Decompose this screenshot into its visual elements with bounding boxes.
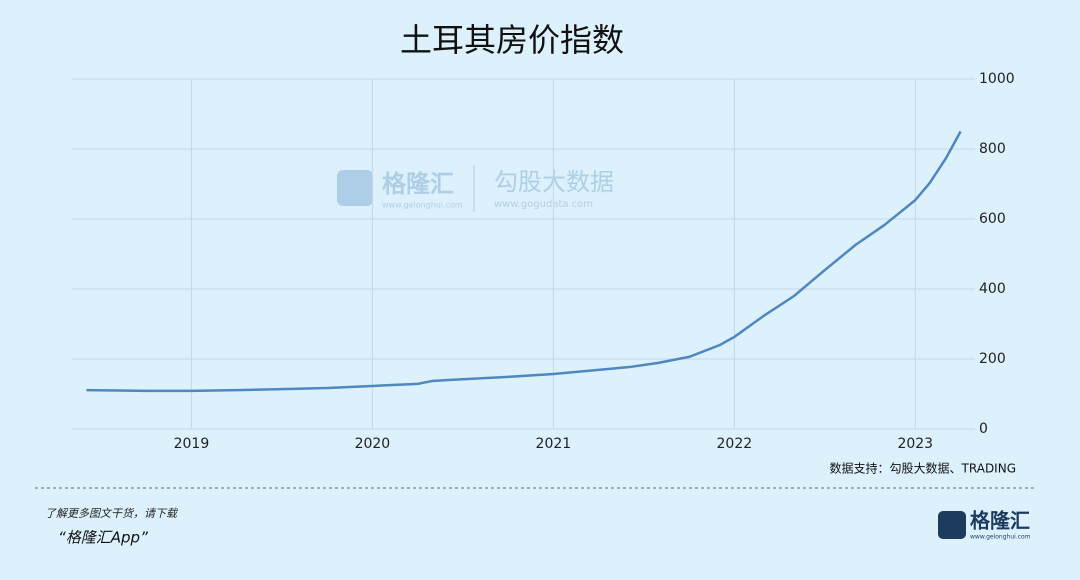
- watermark-partner-url: www.gogudata.com: [494, 199, 593, 210]
- watermark-partner: 勾股大数据: [494, 168, 614, 196]
- x-tick-label: 2023: [897, 436, 933, 452]
- y-tick-label: 600: [979, 211, 1006, 227]
- footer-logo-mark: [938, 511, 966, 539]
- x-tick-label: 2020: [355, 436, 391, 452]
- x-tick-label: 2022: [717, 436, 753, 452]
- y-tick-label: 0: [979, 421, 988, 437]
- watermark-logo: [337, 170, 373, 206]
- y-tick-label: 800: [979, 141, 1006, 157]
- footer-logo-url: www.gelonghui.com: [970, 534, 1031, 541]
- watermark-brand: 格隆汇: [382, 170, 454, 198]
- y-tick-label: 1000: [979, 71, 1015, 87]
- source: 数据支持：勾股大数据、TRADING: [830, 461, 1016, 476]
- line: [86, 130, 962, 393]
- y-tick-label: 400: [979, 281, 1006, 297]
- footer-logo: 格隆汇: [970, 509, 1030, 533]
- watermark: 格隆汇 www.gelonghui.com 勾股大数据 www.gogudata…: [337, 165, 614, 212]
- x-tick-label: 2019: [174, 436, 210, 452]
- y-tick-label: 200: [979, 351, 1006, 367]
- watermark-url: www.gelonghui.com: [382, 201, 463, 210]
- chart-title: 土耳其房价指数: [400, 21, 624, 59]
- x-tick-label: 2021: [536, 436, 572, 452]
- footer-prompt: 了解更多图文干货，请下载: [45, 507, 179, 520]
- footer-app: “格隆汇App”: [58, 529, 148, 547]
